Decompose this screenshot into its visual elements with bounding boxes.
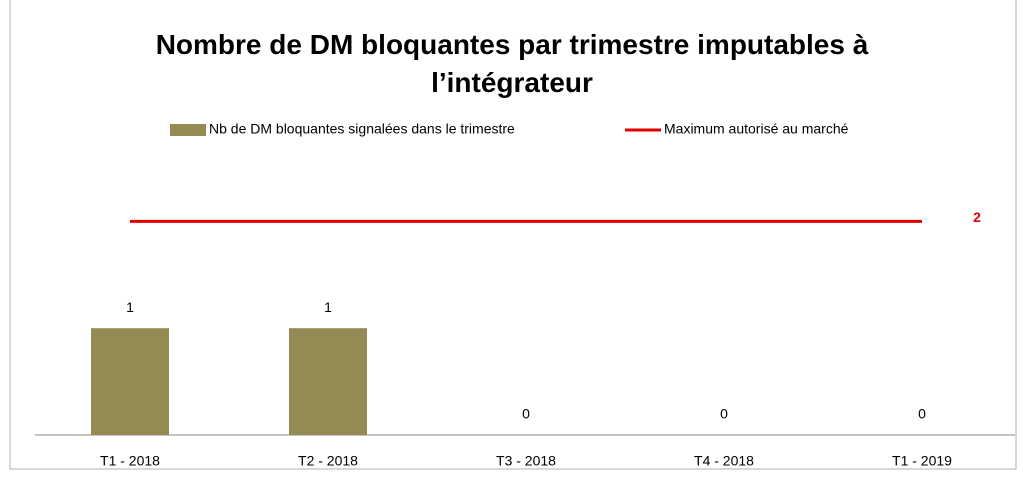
x-tick-label: T2 - 2018 <box>298 453 358 469</box>
data-label: 0 <box>522 406 530 422</box>
bar <box>289 328 367 435</box>
bar <box>91 328 169 435</box>
legend-swatch <box>170 124 206 136</box>
chart-title: Nombre de DM bloquantes par trimestre im… <box>155 29 869 98</box>
chart-frame <box>9 0 1017 470</box>
x-tick-label: T4 - 2018 <box>694 453 754 469</box>
legend-label: Maximum autorisé au marché <box>664 121 849 137</box>
data-label: 0 <box>720 406 728 422</box>
legend-label: Nb de DM bloquantes signalées dans le tr… <box>209 121 515 137</box>
x-tick-label: T3 - 2018 <box>496 453 556 469</box>
x-tick-label: T1 - 2018 <box>100 453 160 469</box>
data-label: 1 <box>126 299 134 315</box>
x-tick-label: T1 - 2019 <box>892 453 952 469</box>
data-label: 0 <box>918 406 926 422</box>
data-label: 1 <box>324 299 332 315</box>
data-label: 2 <box>973 209 981 225</box>
